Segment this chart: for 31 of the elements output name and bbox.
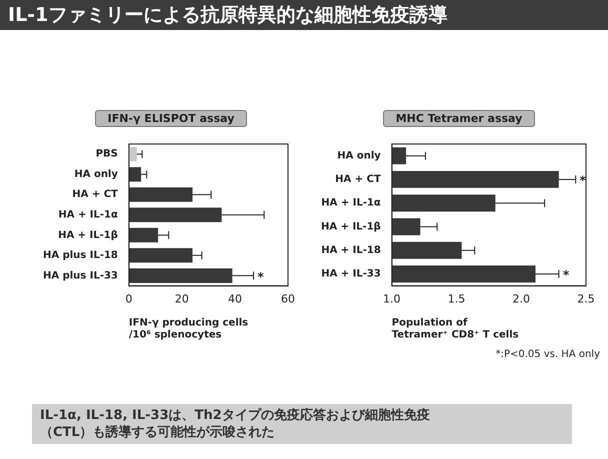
x-axis-title: Population of Tetramer⁺ CD8⁺ T cells	[392, 318, 519, 341]
annotation: *	[562, 268, 570, 282]
x-tick-label: 40	[228, 292, 242, 306]
x-tick-label: 60	[281, 292, 295, 306]
x-tick-label: 0	[125, 292, 132, 306]
y-tick-label: HA + IL-18	[321, 244, 381, 256]
x-tick-label: 20	[174, 292, 189, 306]
x-tick-label: 2.5	[577, 292, 595, 306]
y-tick-label: HA plus IL-18	[42, 250, 118, 262]
text: *:P<0.05 vs. HA only	[494, 349, 600, 360]
y-tick-label: HA + IL-1β	[58, 230, 118, 241]
text: IL-1α, IL-18, IL-33は、Th2タイプの免疫応答および細胞性免疫（CTL）も誘導する可能性が示唆された	[32, 404, 572, 444]
y-tick-label: HA + IL-1α	[321, 198, 381, 209]
chart-title: IFN-γ ELISPOT assay	[95, 110, 247, 127]
chart-title: MHC Tetramer assay	[383, 110, 535, 127]
x-axis-title: IFN-γ producing cells /10⁶ splenocytes	[128, 318, 248, 341]
y-tick-label: HA plus IL-33	[42, 270, 118, 282]
text: IL-1ファミリーによる抗原特異的な細胞性免疫誘導	[0, 0, 608, 30]
y-tick-label: HA + IL-1β	[320, 221, 381, 232]
x-tick-label: 1.0	[383, 292, 401, 306]
y-tick-label: HA only	[337, 150, 382, 162]
annotation: *	[580, 174, 587, 188]
y-tick-label: HA + CT	[72, 189, 118, 200]
y-tick-label: HA + CT	[335, 174, 381, 186]
y-tick-label: HA + IL-1α	[58, 209, 118, 220]
x-tick-label: 1.5	[448, 292, 466, 306]
y-tick-label: HA only	[74, 168, 118, 180]
y-tick-label: PBS	[96, 148, 118, 160]
y-tick-label: HA + IL-33	[321, 268, 381, 280]
annotation: *	[258, 270, 265, 284]
x-tick-label: 2.0	[512, 292, 530, 306]
